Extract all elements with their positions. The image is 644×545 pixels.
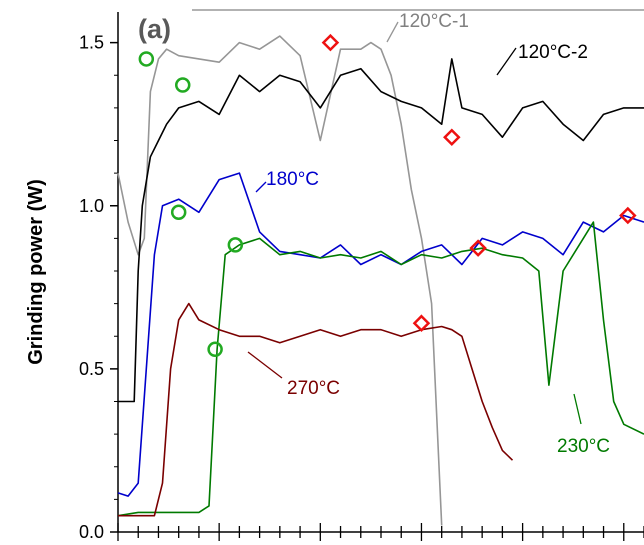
marker-layer bbox=[138, 33, 637, 358]
x-axis-ticks bbox=[117, 523, 644, 541]
start-marker-3 bbox=[227, 237, 244, 253]
start-marker-2 bbox=[170, 204, 187, 221]
y-tick-label-2: 1.0 bbox=[79, 196, 104, 216]
series-line-230-c bbox=[117, 221, 644, 517]
end-marker-0 bbox=[321, 33, 340, 52]
start-marker-0 bbox=[138, 51, 155, 67]
end-marker-4 bbox=[412, 314, 431, 332]
series-line-120-c-1 bbox=[117, 35, 443, 526]
y-tick-label-3: 1.5 bbox=[79, 33, 104, 53]
end-marker-1 bbox=[443, 128, 461, 147]
y-tick-label-0: 0.0 bbox=[79, 522, 104, 542]
panel-label: (a) bbox=[138, 14, 171, 44]
series-line-270-c bbox=[118, 302, 514, 517]
series-label-120c-1: 120°C-1 bbox=[399, 11, 469, 32]
series-label-230c: 230°C bbox=[557, 436, 610, 457]
label-leader-180c bbox=[255, 181, 267, 193]
label-leader-230c bbox=[573, 393, 582, 425]
series-label-270c: 270°C bbox=[287, 378, 340, 399]
series-label-180c: 180°C bbox=[266, 169, 319, 190]
end-marker-3 bbox=[469, 239, 487, 257]
series-line-180-c bbox=[117, 172, 644, 497]
label-leader-270c bbox=[247, 351, 283, 379]
y-axis-ticks: 0.0 0.5 1.0 1.5 bbox=[79, 33, 118, 542]
start-marker-1 bbox=[174, 77, 191, 93]
start-marker-4 bbox=[207, 341, 223, 358]
label-leader-120c-2 bbox=[496, 47, 517, 76]
series-line-120-c-2 bbox=[118, 58, 644, 403]
y-tick-label-1: 0.5 bbox=[79, 359, 104, 379]
label-leader-120c-1 bbox=[386, 21, 399, 43]
y-axis-title: Grinding power (W) bbox=[25, 179, 47, 365]
series-layer bbox=[117, 35, 644, 526]
end-marker-2 bbox=[619, 206, 637, 225]
series-label-120c-2: 120°C-2 bbox=[518, 42, 588, 63]
series-labels: 120°C-1 120°C-2 180°C 270°C 230°C bbox=[247, 11, 610, 457]
